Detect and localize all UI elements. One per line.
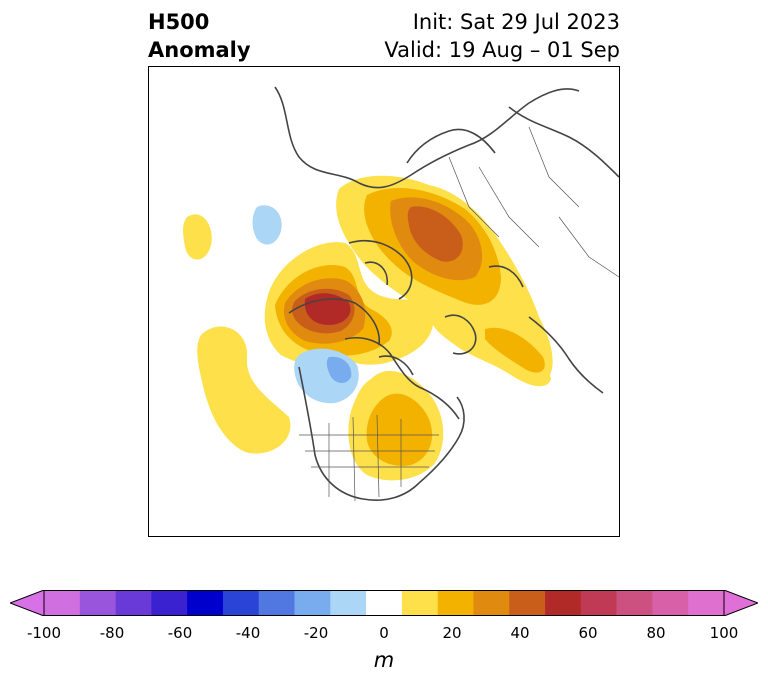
colorbar-bin xyxy=(44,590,81,616)
colorbar-bin xyxy=(401,590,438,616)
colorbar-bin xyxy=(330,590,367,616)
colorbar-tick-label: 0 xyxy=(379,624,389,642)
colorbar-bin xyxy=(115,590,152,616)
colorbar-bin xyxy=(616,590,653,616)
colorbar-bin xyxy=(151,590,188,616)
colorbar-tick-label: 60 xyxy=(578,624,598,642)
anomaly-negative-north xyxy=(252,205,282,245)
colorbar-bin xyxy=(294,590,331,616)
colorbar-tick-labels: -100 -80 -60 -40 -20 0 20 40 60 80 100 xyxy=(0,624,768,644)
colorbar-outline xyxy=(43,590,725,616)
colorbar-unit: m xyxy=(373,648,395,672)
anomaly-contours xyxy=(183,175,553,481)
anomaly-small-west xyxy=(183,214,212,260)
anomaly-siberia-40 xyxy=(407,206,463,262)
colorbar-tick-label: 40 xyxy=(510,624,530,642)
colorbar-tick-label: 20 xyxy=(442,624,462,642)
colorbar-bins xyxy=(44,590,725,616)
colorbar-under-arrow xyxy=(10,590,45,616)
colorbar xyxy=(10,590,758,616)
colorbar-bin xyxy=(688,590,725,616)
anomaly-atlantic-10 xyxy=(430,307,551,387)
init-date: Init: Sat 29 Jul 2023 xyxy=(412,10,620,34)
colorbar-tick-label: 100 xyxy=(709,624,739,642)
colorbar-tick-label: -40 xyxy=(235,624,261,642)
coastlines xyxy=(274,86,619,501)
colorbar-tick-label: -20 xyxy=(303,624,329,642)
colorbar-bin xyxy=(437,590,474,616)
colorbar-over-arrow xyxy=(723,590,758,616)
map-title: H500 Anomaly xyxy=(148,8,251,64)
title-line-2: Anomaly xyxy=(148,38,251,62)
colorbar-tick-label: -100 xyxy=(26,624,62,642)
anomaly-pacific-10 xyxy=(197,326,291,454)
colorbar-bin xyxy=(652,590,689,616)
colorbar-tick-label: 80 xyxy=(646,624,666,642)
colorbar-bin xyxy=(366,590,403,616)
boundaries xyxy=(299,126,619,502)
anomaly-atlantic-20 xyxy=(485,327,545,373)
colorbar-bin xyxy=(79,590,116,616)
anomaly-negative-pnw-20 xyxy=(326,356,352,383)
colorbar-bin xyxy=(473,590,510,616)
colorbar-bin xyxy=(222,590,260,616)
valid-range: Valid: 19 Aug – 01 Sep xyxy=(384,38,620,62)
colorbar-tick-label: -60 xyxy=(167,624,193,642)
anomaly-eastna-20 xyxy=(366,393,433,466)
colorbar-bin xyxy=(580,590,617,616)
colorbar-bin xyxy=(545,590,582,616)
colorbar-bin xyxy=(258,590,295,616)
colorbar-tick-label: -80 xyxy=(99,624,125,642)
colorbar-bin xyxy=(187,590,224,616)
date-info: Init: Sat 29 Jul 2023 Valid: 19 Aug – 01… xyxy=(384,8,620,64)
anomaly-map xyxy=(148,66,620,537)
colorbar-bin xyxy=(509,590,546,616)
map-canvas xyxy=(183,86,619,502)
title-line-1: H500 xyxy=(148,10,210,34)
